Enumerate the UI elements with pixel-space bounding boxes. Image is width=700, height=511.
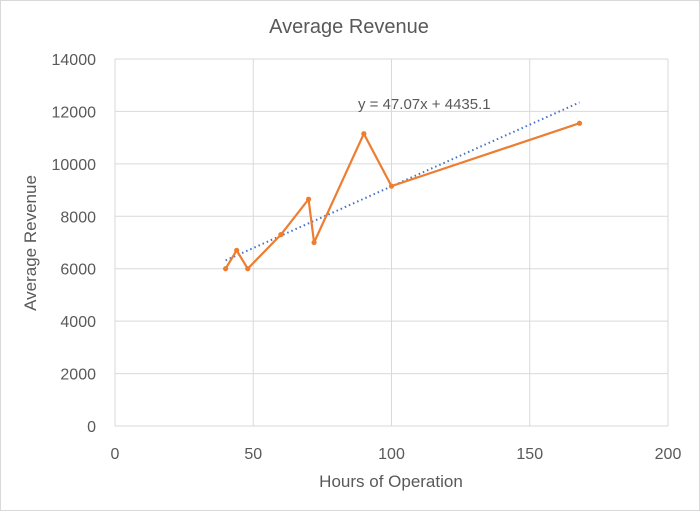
data-point	[388, 183, 395, 189]
x-tick-label: 150	[516, 446, 543, 463]
data-point	[234, 247, 240, 253]
series-line	[224, 122, 580, 270]
x-tick-label: 200	[655, 446, 682, 463]
x-tick-label: 100	[378, 446, 405, 463]
y-axis-label: Average Revenue	[21, 175, 40, 311]
y-tick-label: 8000	[60, 209, 96, 226]
y-tick-label: 4000	[60, 314, 96, 331]
y-tick-label: 0	[87, 419, 96, 436]
trendline-equation: y = 47.07x + 4435.1	[358, 96, 491, 113]
data-point	[311, 239, 317, 246]
chart-title: Average Revenue	[269, 16, 429, 38]
data-point	[278, 232, 284, 238]
data-point	[361, 131, 367, 137]
y-tick-label: 14000	[52, 52, 97, 69]
x-axis-label: Hours of Operation	[319, 472, 463, 491]
y-tick-label: 10000	[52, 157, 97, 174]
x-tick-label: 0	[111, 446, 120, 463]
y-tick-label: 6000	[60, 262, 96, 279]
y-tick-label: 2000	[60, 367, 96, 384]
data-point	[223, 266, 229, 272]
y-tick-label: 12000	[52, 104, 97, 121]
data-point	[245, 266, 251, 272]
data-point	[305, 196, 312, 202]
data-point	[576, 120, 583, 126]
x-tick-label: 50	[244, 446, 262, 463]
